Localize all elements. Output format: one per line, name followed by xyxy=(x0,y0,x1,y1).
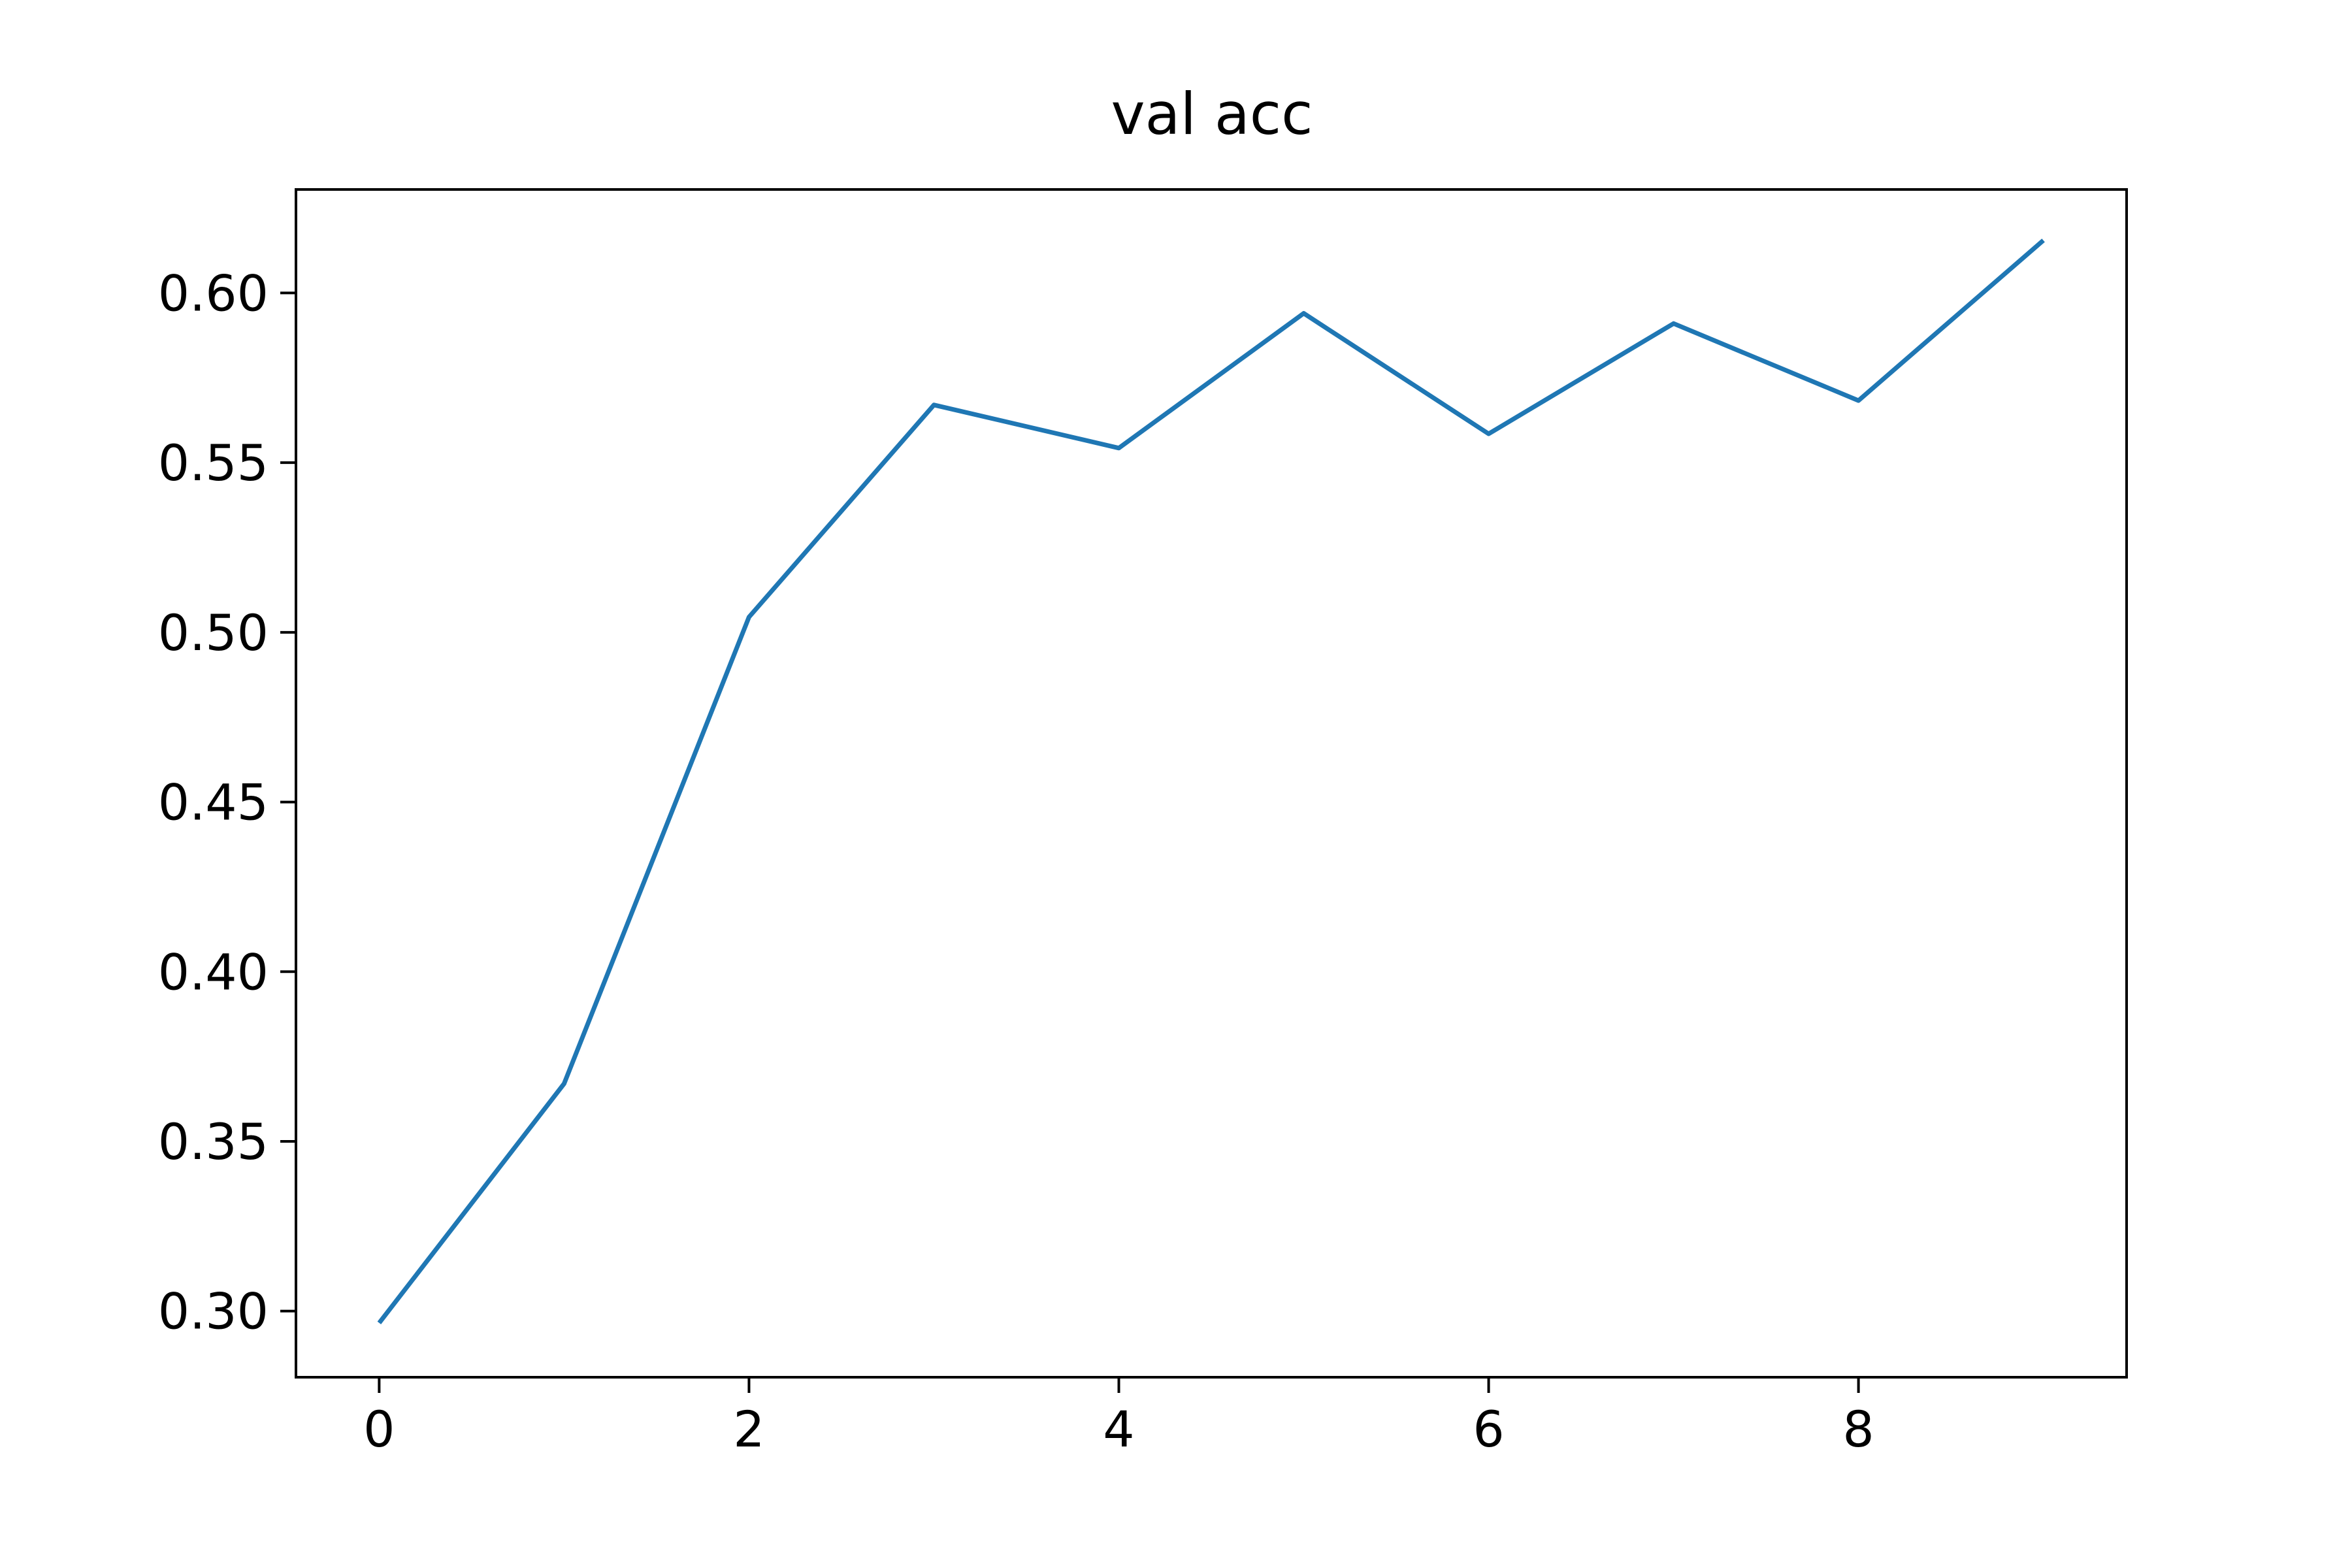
series-line xyxy=(377,238,2045,1325)
y-tick-label: 0.50 xyxy=(158,604,269,662)
x-tick-label: 0 xyxy=(363,1400,395,1458)
x-tick-label: 4 xyxy=(1103,1400,1134,1458)
x-tick-label: 8 xyxy=(1842,1400,1874,1458)
x-tick-label: 6 xyxy=(1473,1400,1504,1458)
chart-title: val acc xyxy=(1111,80,1313,148)
y-tick-label: 0.40 xyxy=(158,943,269,1001)
x-tick-label: 2 xyxy=(733,1400,764,1458)
series-layer xyxy=(377,238,2045,1325)
y-tick-label: 0.55 xyxy=(158,434,269,492)
y-tick-label: 0.60 xyxy=(158,264,269,322)
y-tick-label: 0.30 xyxy=(158,1282,269,1341)
plot-frame xyxy=(295,188,2128,1379)
y-tick-label: 0.45 xyxy=(158,774,269,832)
y-tick-label: 0.35 xyxy=(158,1113,269,1171)
y-axis: 0.30 0.35 0.40 0.45 0.50 0.55 0.60 xyxy=(158,264,296,1341)
x-axis: 0 2 4 6 8 xyxy=(363,1377,1874,1458)
